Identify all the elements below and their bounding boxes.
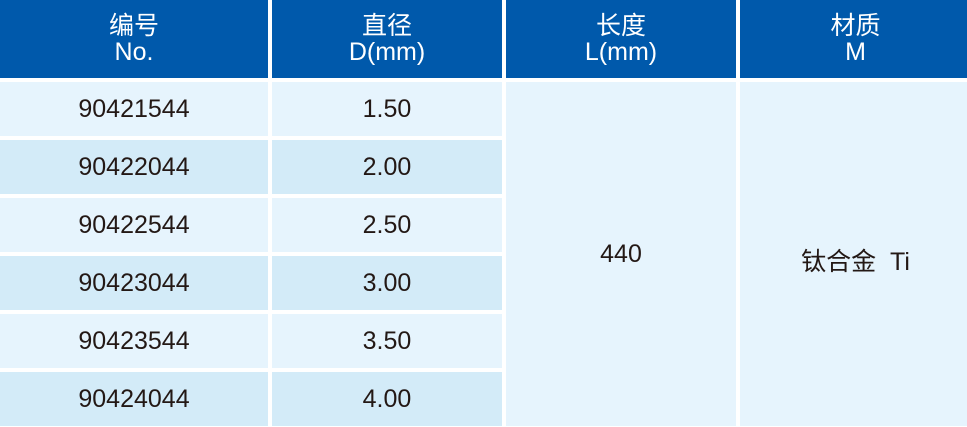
header-cn: 直径 — [361, 12, 412, 40]
cell-diameter: 2.50 — [272, 198, 502, 252]
cell-diameter: 3.50 — [272, 314, 502, 368]
header-no: 编号 No. — [0, 0, 268, 78]
header-material: 材质 M — [740, 0, 967, 78]
header-cn: 长度 — [595, 12, 646, 40]
cell-diameter: 1.50 — [272, 82, 502, 136]
cell-diameter: 4.00 — [272, 372, 502, 426]
header-en: D(mm) — [348, 38, 426, 66]
cell-diameter: 3.00 — [272, 256, 502, 310]
cell-material: 钛合金 Ti — [740, 82, 967, 426]
cell-no: 90424044 — [0, 372, 268, 426]
cell-no: 90421544 — [0, 82, 268, 136]
header-en: M — [845, 38, 866, 66]
header-cn: 编号 — [108, 12, 159, 40]
header-length: 长度 L(mm) — [506, 0, 736, 78]
header-en: L(mm) — [584, 38, 658, 66]
cell-diameter: 2.00 — [272, 140, 502, 194]
cell-no: 90423544 — [0, 314, 268, 368]
header-cn: 材质 — [830, 12, 881, 40]
header-en: No. — [114, 38, 154, 66]
cell-no: 90422544 — [0, 198, 268, 252]
cell-length: 440 — [506, 82, 736, 426]
cell-no: 90422044 — [0, 140, 268, 194]
header-diameter: 直径 D(mm) — [272, 0, 502, 78]
cell-no: 90423044 — [0, 256, 268, 310]
